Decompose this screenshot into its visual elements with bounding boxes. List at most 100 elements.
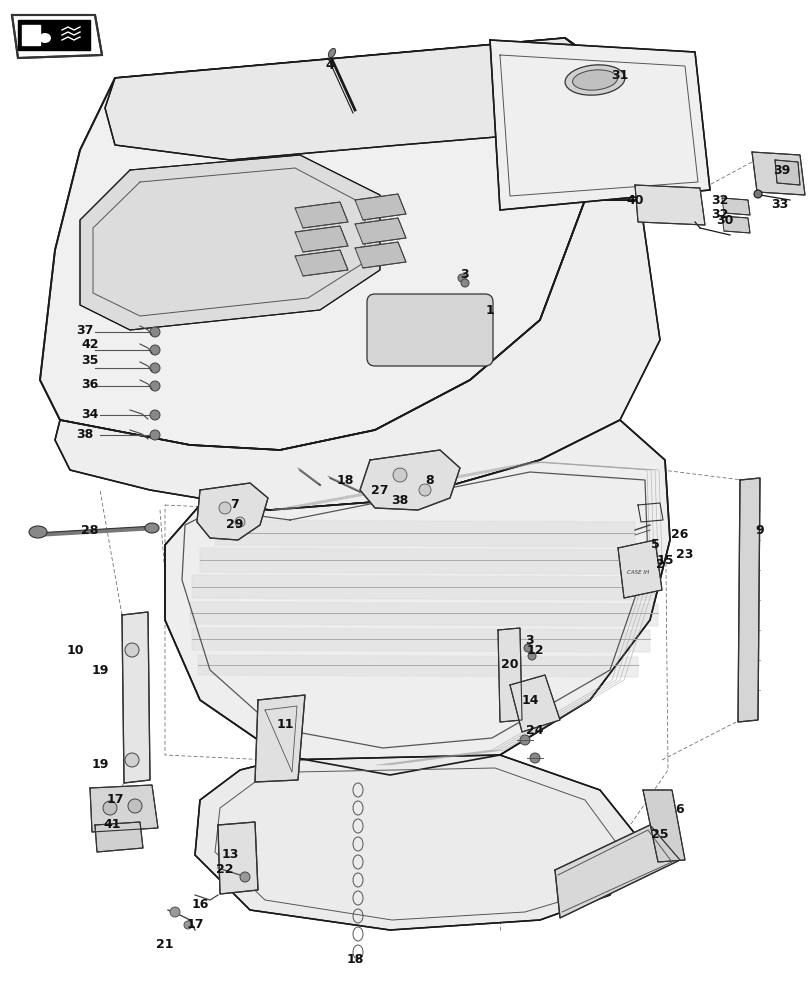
Polygon shape <box>354 242 406 268</box>
Text: 5: 5 <box>650 538 659 552</box>
Polygon shape <box>190 602 657 626</box>
Polygon shape <box>294 250 348 276</box>
Text: 38: 38 <box>391 493 408 506</box>
Polygon shape <box>721 198 749 215</box>
Text: 16: 16 <box>191 898 208 911</box>
Circle shape <box>519 735 530 745</box>
Circle shape <box>184 921 191 929</box>
Text: 17: 17 <box>106 793 123 806</box>
Ellipse shape <box>328 48 335 58</box>
Ellipse shape <box>564 65 624 95</box>
Polygon shape <box>617 540 661 598</box>
Text: 32: 32 <box>710 194 727 207</box>
Text: 13: 13 <box>221 848 238 861</box>
Polygon shape <box>294 226 348 252</box>
Text: 18: 18 <box>345 953 363 966</box>
Polygon shape <box>359 450 460 510</box>
Text: 33: 33 <box>770 198 787 212</box>
Ellipse shape <box>145 523 159 533</box>
Polygon shape <box>642 790 684 862</box>
Polygon shape <box>191 628 649 652</box>
Text: 18: 18 <box>336 474 354 487</box>
Ellipse shape <box>39 33 51 43</box>
Text: 19: 19 <box>91 758 109 772</box>
Polygon shape <box>354 218 406 244</box>
Polygon shape <box>294 202 348 228</box>
Polygon shape <box>497 628 521 722</box>
Polygon shape <box>554 825 679 918</box>
Polygon shape <box>90 785 158 832</box>
Polygon shape <box>105 38 620 160</box>
Circle shape <box>128 799 142 813</box>
Circle shape <box>150 381 160 391</box>
Circle shape <box>461 279 469 287</box>
Text: 42: 42 <box>81 338 99 352</box>
Polygon shape <box>197 483 268 540</box>
Polygon shape <box>217 822 258 894</box>
Polygon shape <box>774 160 799 185</box>
Ellipse shape <box>572 70 616 90</box>
Text: 25: 25 <box>650 828 668 841</box>
Text: 26: 26 <box>671 528 688 542</box>
Polygon shape <box>489 40 709 210</box>
Bar <box>22 25 40 45</box>
Text: 3: 3 <box>460 268 469 282</box>
Circle shape <box>103 801 117 815</box>
Circle shape <box>150 345 160 355</box>
Polygon shape <box>721 216 749 233</box>
Text: 3: 3 <box>525 634 534 647</box>
Polygon shape <box>737 478 759 722</box>
Text: CASE IH: CASE IH <box>626 570 648 574</box>
Text: 22: 22 <box>216 863 234 876</box>
Polygon shape <box>200 548 647 574</box>
Circle shape <box>150 327 160 337</box>
Text: 28: 28 <box>81 524 99 536</box>
Text: 9: 9 <box>755 524 763 536</box>
Circle shape <box>527 652 535 660</box>
Polygon shape <box>198 655 637 677</box>
Text: 1: 1 <box>485 304 494 316</box>
Polygon shape <box>95 822 143 852</box>
Text: 7: 7 <box>230 498 239 512</box>
Polygon shape <box>55 200 659 510</box>
Polygon shape <box>509 675 560 732</box>
Polygon shape <box>751 152 804 195</box>
Text: 27: 27 <box>371 484 388 496</box>
Text: 11: 11 <box>276 718 294 732</box>
Polygon shape <box>40 38 664 450</box>
Circle shape <box>393 468 406 482</box>
Circle shape <box>125 753 139 767</box>
Polygon shape <box>215 520 634 547</box>
Text: 36: 36 <box>81 378 98 391</box>
Circle shape <box>219 502 230 514</box>
Circle shape <box>169 907 180 917</box>
Polygon shape <box>12 15 102 58</box>
Text: 32: 32 <box>710 209 727 222</box>
Text: 4: 4 <box>325 59 334 72</box>
Text: 38: 38 <box>76 428 93 442</box>
Polygon shape <box>80 155 380 330</box>
Text: 10: 10 <box>67 644 84 656</box>
Polygon shape <box>165 420 669 775</box>
Polygon shape <box>255 695 305 782</box>
FancyBboxPatch shape <box>367 294 492 366</box>
Polygon shape <box>564 38 664 200</box>
Circle shape <box>530 753 539 763</box>
Polygon shape <box>634 185 704 225</box>
Ellipse shape <box>29 526 47 538</box>
Text: 14: 14 <box>521 694 538 706</box>
Text: 35: 35 <box>81 354 99 366</box>
Text: 41: 41 <box>103 818 121 831</box>
Circle shape <box>418 484 431 496</box>
Circle shape <box>240 872 250 882</box>
Circle shape <box>150 430 160 440</box>
Text: 8: 8 <box>425 474 434 487</box>
Circle shape <box>150 410 160 420</box>
Text: 19: 19 <box>91 664 109 676</box>
Text: 37: 37 <box>76 324 93 336</box>
Text: 20: 20 <box>500 658 518 672</box>
Polygon shape <box>122 612 150 783</box>
Polygon shape <box>195 755 639 930</box>
Text: 21: 21 <box>156 938 174 951</box>
Circle shape <box>753 190 761 198</box>
